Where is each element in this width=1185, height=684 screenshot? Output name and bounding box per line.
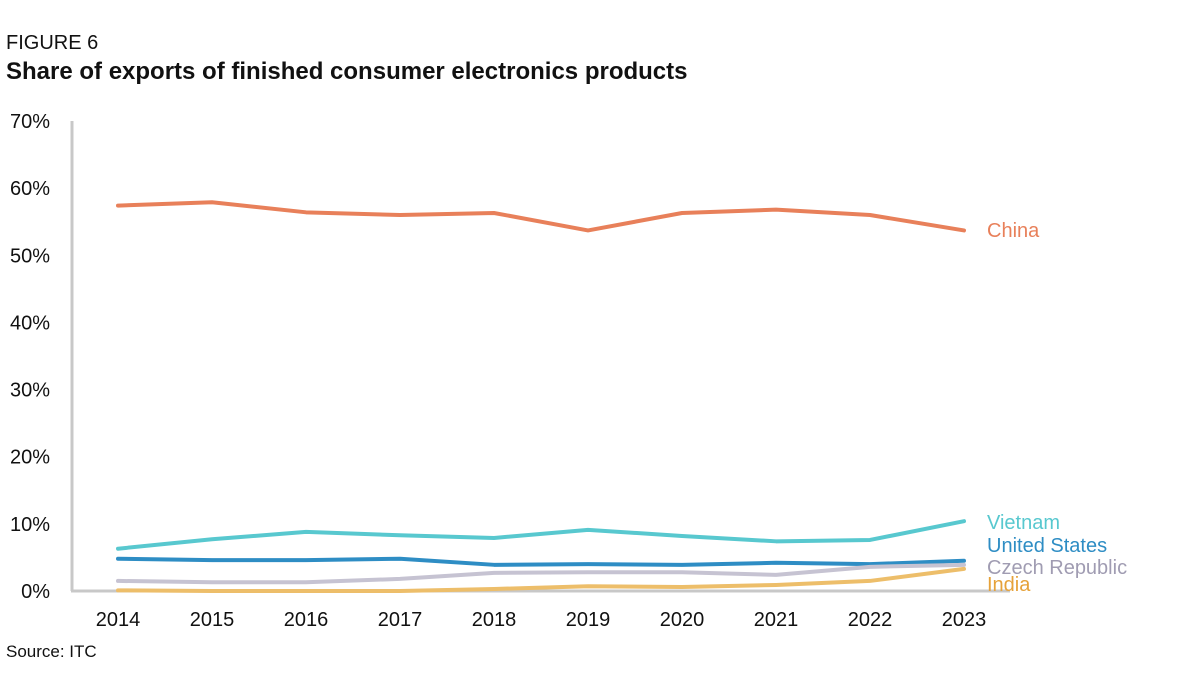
data-point — [869, 214, 871, 216]
data-point — [399, 534, 401, 536]
data-point — [399, 578, 401, 580]
x-tick-label: 2023 — [942, 609, 987, 631]
data-point — [493, 572, 495, 574]
y-tick-label: 50% — [10, 245, 50, 267]
data-point — [681, 586, 683, 588]
data-point — [681, 212, 683, 214]
data-point — [775, 584, 777, 586]
x-tick-label: 2021 — [754, 609, 799, 631]
series-line-vietnam — [116, 519, 966, 551]
series-line-united-states — [116, 556, 966, 567]
data-point — [775, 209, 777, 211]
y-tick-label: 60% — [10, 178, 50, 200]
series-line-india — [116, 566, 966, 593]
figure-label: FIGURE 6 — [6, 32, 99, 54]
data-point — [399, 558, 401, 560]
data-point — [305, 559, 307, 561]
data-point — [963, 564, 965, 566]
data-point — [493, 537, 495, 539]
x-tick-label: 2019 — [566, 609, 611, 631]
data-point — [963, 229, 965, 231]
series-label: Czech Republic — [987, 557, 1127, 579]
y-tick-label: 40% — [10, 312, 50, 334]
data-point — [211, 581, 213, 583]
series-line-china — [116, 200, 966, 233]
data-point — [869, 539, 871, 541]
data-point — [587, 585, 589, 587]
data-point — [493, 588, 495, 590]
data-point — [775, 562, 777, 564]
data-point — [963, 520, 965, 522]
y-tick-label: 30% — [10, 380, 50, 402]
data-point — [211, 538, 213, 540]
data-point — [117, 558, 119, 560]
x-tick-label: 2020 — [660, 609, 705, 631]
data-point — [963, 560, 965, 562]
data-point — [399, 590, 401, 592]
data-point — [117, 580, 119, 582]
data-point — [775, 574, 777, 576]
series-label: United States — [987, 535, 1107, 557]
data-point — [305, 211, 307, 213]
y-tick-label: 10% — [10, 514, 50, 536]
data-point — [117, 205, 119, 207]
data-point — [211, 559, 213, 561]
chart-title: Share of exports of finished consumer el… — [6, 58, 688, 85]
data-point — [305, 590, 307, 592]
data-point — [587, 529, 589, 531]
data-point — [493, 212, 495, 214]
data-point — [305, 581, 307, 583]
data-point — [681, 535, 683, 537]
series-label: China — [987, 220, 1040, 242]
y-tick-label: 70% — [10, 111, 50, 133]
x-tick-label: 2022 — [848, 609, 893, 631]
data-point — [681, 564, 683, 566]
data-point — [587, 563, 589, 565]
data-point — [587, 229, 589, 231]
data-point — [963, 568, 965, 570]
source-note: Source: ITC — [6, 642, 97, 661]
y-tick-label: 0% — [21, 581, 50, 603]
data-point — [587, 571, 589, 573]
x-tick-label: 2014 — [96, 609, 141, 631]
series-line-czech-republic — [116, 562, 966, 585]
data-point — [869, 566, 871, 568]
y-tick-label: 20% — [10, 447, 50, 469]
series-label: Vietnam — [987, 512, 1060, 534]
data-point — [681, 571, 683, 573]
data-point — [117, 548, 119, 550]
data-point — [493, 564, 495, 566]
data-point — [775, 540, 777, 542]
data-point — [211, 590, 213, 592]
x-tick-label: 2016 — [284, 609, 329, 631]
data-point — [117, 589, 119, 591]
x-tick-label: 2015 — [190, 609, 235, 631]
x-tick-label: 2017 — [378, 609, 423, 631]
data-point — [399, 214, 401, 216]
data-point — [211, 201, 213, 203]
data-point — [869, 580, 871, 582]
data-point — [305, 531, 307, 533]
series-label: India — [987, 574, 1031, 596]
data-point — [869, 563, 871, 565]
x-tick-label: 2018 — [472, 609, 517, 631]
